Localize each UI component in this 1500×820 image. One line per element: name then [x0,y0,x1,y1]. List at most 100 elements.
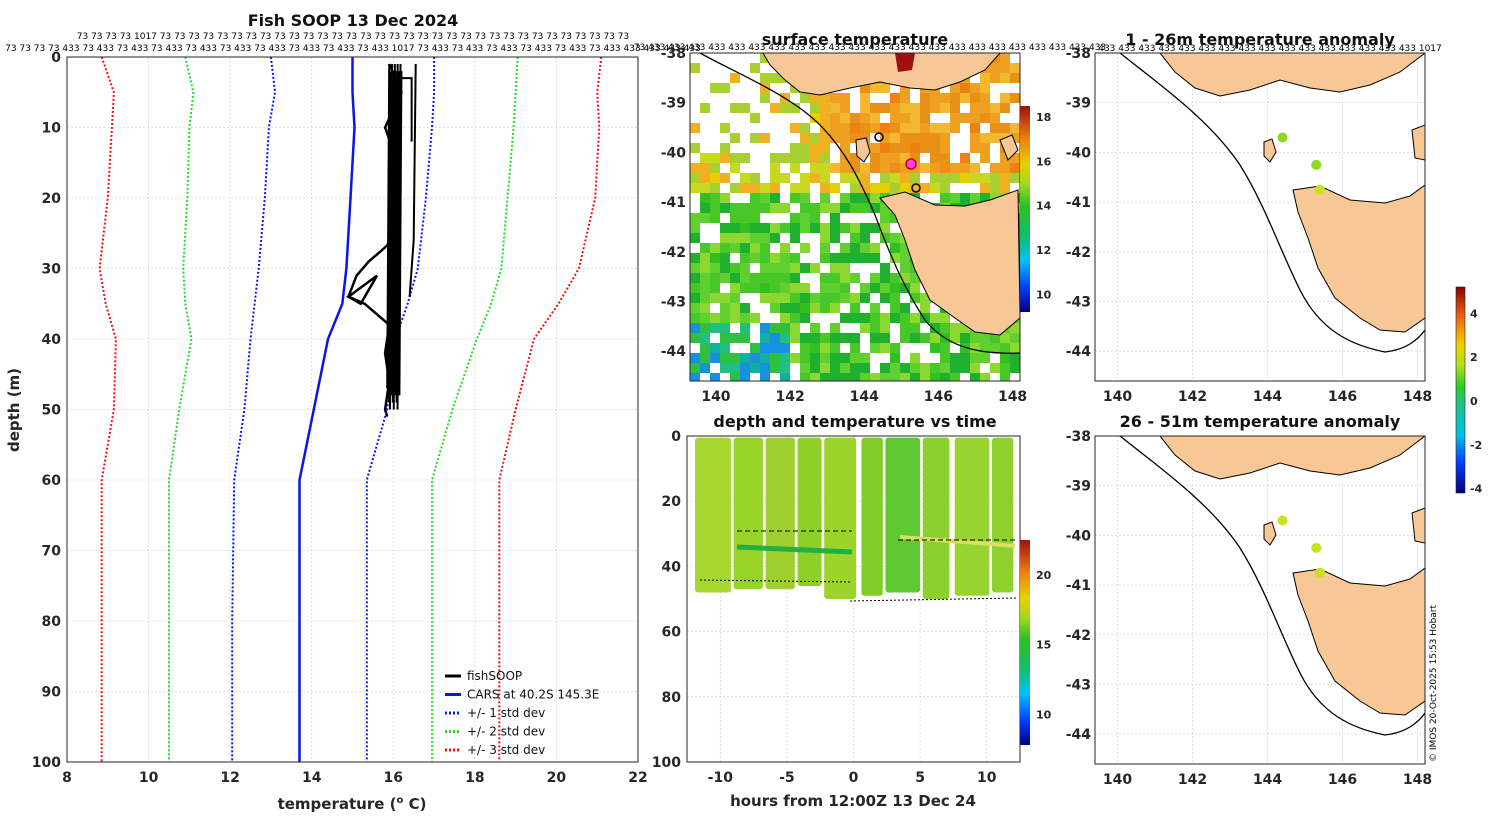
anomaly-bottom-shelf-contour [1119,436,1425,736]
sst-cell [840,313,850,323]
sst-cell [860,323,870,333]
sst-cell [860,283,870,293]
sst-cell [1000,363,1010,373]
sst-cell [940,363,950,373]
sst-cell [830,353,840,363]
sst-cell [700,343,710,353]
anomaly-bottom-ticks: 140 142 144 146 148 -38 -39 -40 -41 -42 -43 -44 [1066,429,1432,788]
sst-cell [720,273,730,283]
sst-cell [860,173,870,183]
sst-cell [970,113,980,123]
sst-cell [810,343,820,353]
sst-cell [1010,133,1020,143]
sst-cell [890,123,900,133]
sst-cell [710,203,720,213]
sst-cell [720,343,730,353]
sst-cell [690,353,700,363]
sst-cell [760,323,770,333]
sst-cell [760,333,770,343]
sst-cell [790,193,800,203]
sst-cell [710,293,720,303]
sst-cell [890,353,900,363]
sst-cell [760,263,770,273]
sst-cell [700,183,710,193]
sst-cell [1010,333,1020,343]
sst-cell [800,213,810,223]
sst-cell [940,163,950,173]
sst-cell [1000,353,1010,363]
sst-cell [860,363,870,373]
sst-cell [830,293,840,303]
sst-cell [770,323,780,333]
sst-cell [870,103,880,113]
sst-cell [690,253,700,263]
sst-cell [780,263,790,273]
sst-cell [820,173,830,183]
sst-cell [760,223,770,233]
sst-cell [920,183,930,193]
sst-cell [870,203,880,213]
sst-king-island [855,137,871,163]
profile-series-1 [298,57,356,762]
sst-cell [870,283,880,293]
sst-cell [710,253,720,263]
sst-xtick-0: 140 [701,389,730,405]
sst-cell [750,273,760,283]
sst-cell [930,183,940,193]
sst-cell [810,303,820,313]
anomaly-bottom-point-1 [1311,542,1322,553]
anomaly-colorbar-tick-4: -4 [1470,483,1483,496]
sst-panel: surface temperature 73 433 433 433 433 4… [634,30,1106,405]
sst-ytick-4: -42 [661,245,686,261]
sst-cell [850,223,860,233]
sst-cell [700,303,710,313]
sst-cell [690,123,700,133]
sst-cell [920,333,930,343]
sst-cell [940,143,950,153]
sst-cell [890,303,900,313]
sst-cell [830,103,840,113]
sst-cell [980,373,990,381]
profile-title: Fish SOOP 13 Dec 2024 [248,11,458,30]
profile-top-labels-row2: 73 73 73 73 433 73 433 73 433 73 433 73 … [5,44,701,54]
sst-cell [900,103,910,113]
sst-cell [990,333,1000,343]
sst-cell [690,303,700,313]
sst-cell [700,213,710,223]
sst-cell [910,183,920,193]
sst-cell [980,173,990,183]
sst-cell [920,143,930,153]
sst-cell [850,333,860,343]
sst-cell [690,213,700,223]
sst-cell [950,193,960,203]
sst-cell [780,333,790,343]
profile-panel: Fish SOOP 13 Dec 2024 73 73 73 73 1017 7… [5,11,701,813]
sst-cell [780,353,790,363]
sst-cell [740,173,750,183]
sst-cell [900,263,910,273]
sst-cell [840,363,850,373]
sst-xtick-4: 148 [998,389,1027,405]
sst-cell [880,313,890,323]
sst-cell [880,133,890,143]
sst-ytick-5: -43 [661,294,686,310]
sst-cell [800,153,810,163]
sst-cell [830,213,840,223]
sst-cell [840,273,850,283]
sst-cell [730,273,740,283]
anomaly-top-xtick-3: 146 [1328,389,1357,405]
sst-cell [920,113,930,123]
sst-cell [780,203,790,213]
depthtime-xlabel: hours from 12:00Z 13 Dec 24 [730,792,976,810]
sst-cell [960,173,970,183]
sst-cell [900,303,910,313]
sst-cell [850,243,860,253]
sst-cell [850,233,860,243]
sst-cell [740,353,750,363]
depthtime-ytick-3: 60 [662,625,682,641]
sst-cell [970,93,980,103]
sst-tasmania [879,189,1020,336]
sst-cell [980,103,990,113]
anomaly-bottom-tasmania [1292,567,1425,716]
